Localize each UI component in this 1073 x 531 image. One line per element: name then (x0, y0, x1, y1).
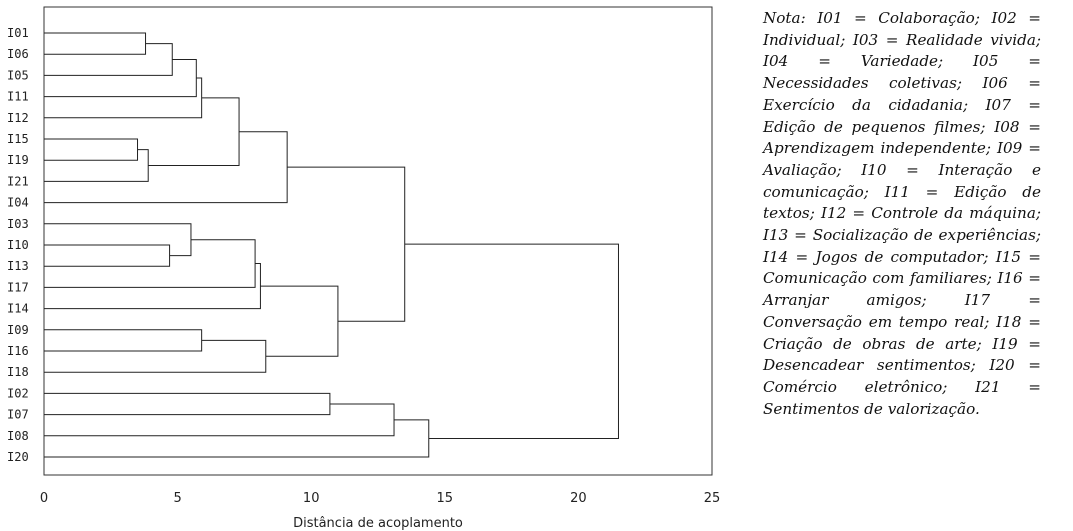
link-m13 (44, 339, 267, 373)
leaf-label-i08: I08 (7, 429, 29, 443)
legend-note: Nota: I01 = Colaboração; I02 = Individua… (763, 9, 1041, 418)
x-tick-label-0: 0 (40, 491, 48, 506)
link-m5 (44, 43, 173, 76)
leaf-label-i20: I20 (7, 450, 29, 464)
x-tick-label-5: 5 (173, 491, 181, 506)
x-axis-title: Distância de acoplamento (293, 516, 463, 531)
leaf-label-i01: I01 (7, 26, 29, 40)
link-m7 (44, 59, 197, 98)
link-m12 (44, 263, 261, 310)
x-tick-label-15: 15 (437, 491, 454, 506)
link-m16 (260, 285, 339, 357)
link-m19 (44, 419, 430, 458)
link-m6 (44, 223, 192, 257)
x-tick-label-25: 25 (704, 491, 721, 506)
dendrogram-links (44, 32, 619, 458)
link-m17 (44, 403, 395, 437)
x-tick-label-10: 10 (303, 491, 320, 506)
link-m3 (44, 244, 171, 267)
dendrogram-chart: I01 I06 I05 I11 I12 I15 I19 I21 I04 I03 I10 I13 I17 I… (7, 6, 720, 531)
link-m8 (44, 77, 203, 119)
leaf-label-i03: I03 (7, 217, 29, 231)
x-axis-ticks: 0 5 10 15 20 25 (40, 491, 720, 506)
leaf-label-i19: I19 (7, 153, 29, 167)
link-m4 (44, 149, 149, 182)
leaf-label-i02: I02 (7, 386, 29, 400)
leaf-label-i10: I10 (7, 238, 29, 252)
link-m10 (148, 97, 240, 166)
link-m20 (404, 243, 619, 439)
leaf-label-i21: I21 (7, 174, 29, 188)
leaf-label-i09: I09 (7, 323, 29, 337)
leaf-label-i04: I04 (7, 196, 29, 210)
leaf-label-i06: I06 (7, 47, 29, 61)
plot-frame (43, 6, 713, 476)
link-m14 (44, 131, 288, 204)
link-m1 (44, 138, 139, 161)
link-m18 (287, 166, 406, 322)
leaf-label-i07: I07 (7, 408, 29, 422)
link-m9 (44, 329, 203, 352)
leaf-labels: I01 I06 I05 I11 I12 I15 I19 I21 I04 I03 I10 I13 I17 I… (7, 26, 29, 464)
leaf-label-i17: I17 (7, 280, 29, 294)
leaf-label-i05: I05 (7, 68, 29, 82)
leaf-label-i11: I11 (7, 90, 29, 104)
link-m15 (44, 392, 331, 416)
link-m2 (44, 32, 147, 55)
dendrogram-svg: I01 I06 I05 I11 I12 I15 I19 I21 I04 I03 I10 I13 I17 I… (7, 6, 720, 531)
leaf-label-i15: I15 (7, 132, 29, 146)
leaf-label-i14: I14 (7, 302, 29, 316)
leaf-label-i12: I12 (7, 111, 29, 125)
x-tick-label-20: 20 (570, 491, 587, 506)
leaf-label-i16: I16 (7, 344, 29, 358)
leaf-label-i18: I18 (7, 365, 29, 379)
leaf-label-i13: I13 (7, 259, 29, 273)
link-m11 (44, 239, 256, 288)
